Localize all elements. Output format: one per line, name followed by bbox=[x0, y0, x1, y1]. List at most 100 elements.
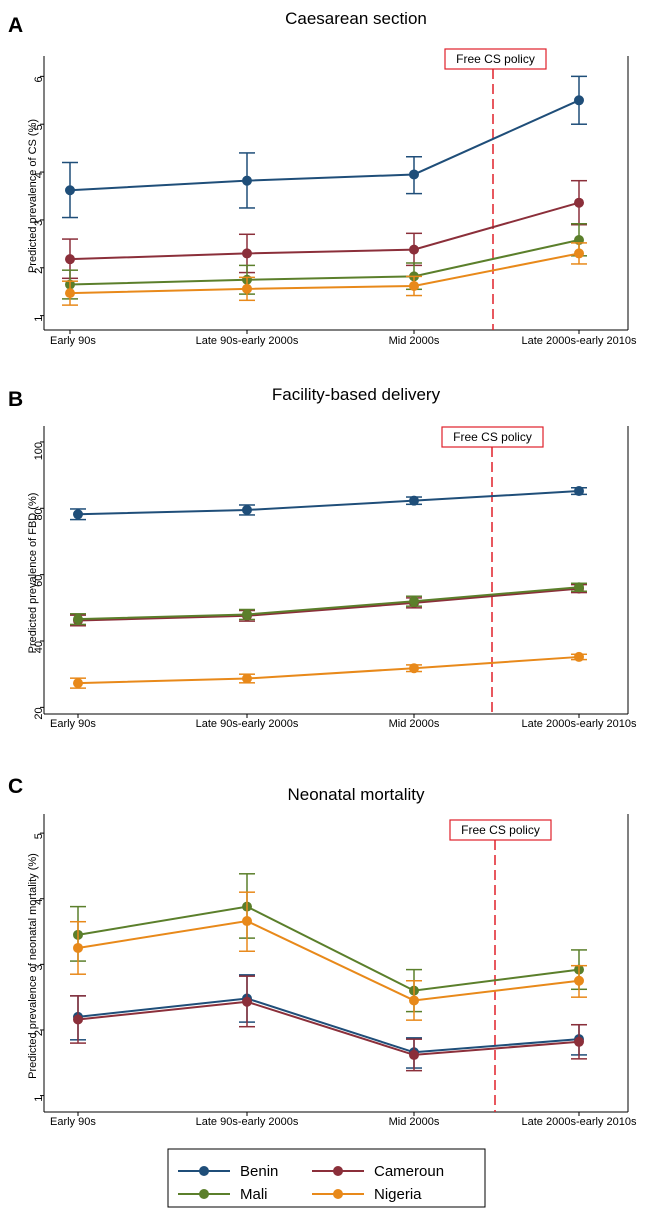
x-tick-label: Late 90s-early 2000s bbox=[196, 1116, 299, 1128]
series-nigeria bbox=[62, 242, 587, 306]
series-line bbox=[69, 252, 580, 295]
panel-c: C Neonatal mortality Predicted prevalence … bbox=[8, 775, 637, 1128]
legend-item-nigeria: Nigeria bbox=[312, 1186, 422, 1203]
x-tick-label: Late 2000s-early 2010s bbox=[522, 718, 637, 730]
policy-label: Free CS policy bbox=[461, 823, 540, 837]
data-point bbox=[409, 596, 419, 607]
data-point bbox=[409, 663, 419, 674]
data-point bbox=[409, 495, 419, 506]
data-point bbox=[409, 169, 419, 180]
data-point bbox=[574, 975, 584, 986]
panel-a: A Caesarean section Predicted prevalence o… bbox=[8, 9, 637, 347]
legend-item-benin: Benin bbox=[178, 1163, 278, 1180]
y-tick-label: 5 bbox=[33, 124, 45, 130]
legend-label: Benin bbox=[240, 1163, 278, 1180]
data-point bbox=[65, 254, 75, 265]
legend-item-mali: Mali bbox=[178, 1186, 268, 1203]
y-tick-label: 6 bbox=[33, 76, 45, 82]
data-point bbox=[73, 614, 83, 625]
series-line bbox=[77, 1000, 580, 1056]
legend-marker bbox=[333, 1166, 343, 1176]
panel-letter: A bbox=[8, 14, 23, 37]
policy-label: Free CS policy bbox=[453, 430, 532, 444]
legend-marker bbox=[333, 1189, 343, 1199]
x-tick-label: Mid 2000s bbox=[389, 1116, 440, 1128]
legend-box bbox=[167, 1148, 486, 1208]
policy-label-box bbox=[444, 48, 547, 70]
series-benin bbox=[62, 75, 587, 219]
series-line bbox=[77, 587, 580, 622]
y-tick-label: 40 bbox=[33, 641, 45, 653]
y-tick-label: 20 bbox=[33, 707, 45, 719]
data-point bbox=[65, 288, 75, 299]
y-axis-label: Predicted prevalence of CS (%) bbox=[27, 119, 39, 273]
series-line bbox=[77, 490, 580, 516]
legend-label: Mali bbox=[240, 1186, 268, 1203]
data-point bbox=[574, 486, 584, 497]
panel-b: B Facility-based delivery Predicted preval… bbox=[8, 385, 637, 730]
series-nigeria bbox=[70, 651, 587, 689]
legend-marker bbox=[199, 1189, 209, 1199]
data-point bbox=[242, 673, 252, 684]
data-point bbox=[73, 942, 83, 953]
data-point bbox=[242, 175, 252, 186]
y-tick-label: 1 bbox=[33, 1096, 45, 1102]
x-tick-label: Late 2000s-early 2010s bbox=[522, 1116, 637, 1128]
data-point bbox=[242, 609, 252, 620]
series-mali bbox=[70, 582, 587, 626]
x-tick-label: Late 90s-early 2000s bbox=[196, 335, 299, 347]
series-cameroun bbox=[70, 975, 587, 1072]
panel-title: Facility-based delivery bbox=[272, 385, 441, 404]
series-cameroun bbox=[62, 179, 587, 280]
series-line bbox=[77, 920, 580, 1002]
x-tick-label: Early 90s bbox=[50, 718, 96, 730]
series-line bbox=[69, 239, 580, 286]
panel-title: Caesarean section bbox=[285, 9, 427, 28]
data-point bbox=[242, 504, 252, 515]
legend: Benin Cameroun Mali Nigeria bbox=[167, 1148, 486, 1208]
data-point bbox=[242, 248, 252, 259]
data-point bbox=[574, 95, 584, 106]
series-mali bbox=[70, 873, 587, 1013]
y-tick-label: 1 bbox=[33, 316, 45, 322]
data-point bbox=[73, 509, 83, 520]
x-tick-label: Early 90s bbox=[50, 1116, 96, 1128]
legend-label: Nigeria bbox=[374, 1186, 422, 1203]
x-tick-label: Late 90s-early 2000s bbox=[196, 718, 299, 730]
series-line bbox=[77, 905, 580, 992]
series-line bbox=[77, 586, 580, 621]
data-point bbox=[574, 197, 584, 208]
data-point bbox=[73, 1014, 83, 1025]
data-point bbox=[73, 678, 83, 689]
panel-letter: C bbox=[8, 775, 23, 798]
policy-label: Free CS policy bbox=[456, 52, 535, 66]
y-tick-label: 80 bbox=[33, 508, 45, 520]
y-tick-label: 4 bbox=[33, 899, 45, 905]
x-tick-label: Mid 2000s bbox=[389, 718, 440, 730]
policy-label-box bbox=[441, 426, 544, 448]
series-line bbox=[77, 655, 580, 685]
series-nigeria bbox=[70, 891, 587, 1021]
y-axis-label: Predicted prevalence of FBD (%) bbox=[27, 493, 39, 654]
policy-label-box bbox=[449, 819, 552, 841]
data-point bbox=[242, 996, 252, 1007]
data-point bbox=[242, 283, 252, 294]
legend-marker bbox=[199, 1166, 209, 1176]
legend-label: Cameroun bbox=[374, 1163, 444, 1180]
y-tick-label: 2 bbox=[33, 1030, 45, 1036]
data-point bbox=[409, 1049, 419, 1060]
data-point bbox=[409, 280, 419, 291]
panel-letter: B bbox=[8, 388, 23, 411]
y-tick-label: 100 bbox=[33, 442, 45, 460]
y-tick-label: 5 bbox=[33, 833, 45, 839]
data-point bbox=[574, 651, 584, 662]
y-tick-label: 3 bbox=[33, 220, 45, 226]
series-line bbox=[77, 997, 580, 1054]
y-tick-label: 60 bbox=[33, 575, 45, 587]
series-cameroun bbox=[70, 583, 587, 627]
data-point bbox=[409, 995, 419, 1006]
data-point bbox=[242, 916, 252, 927]
x-tick-label: Mid 2000s bbox=[389, 335, 440, 347]
series-line bbox=[69, 201, 580, 261]
